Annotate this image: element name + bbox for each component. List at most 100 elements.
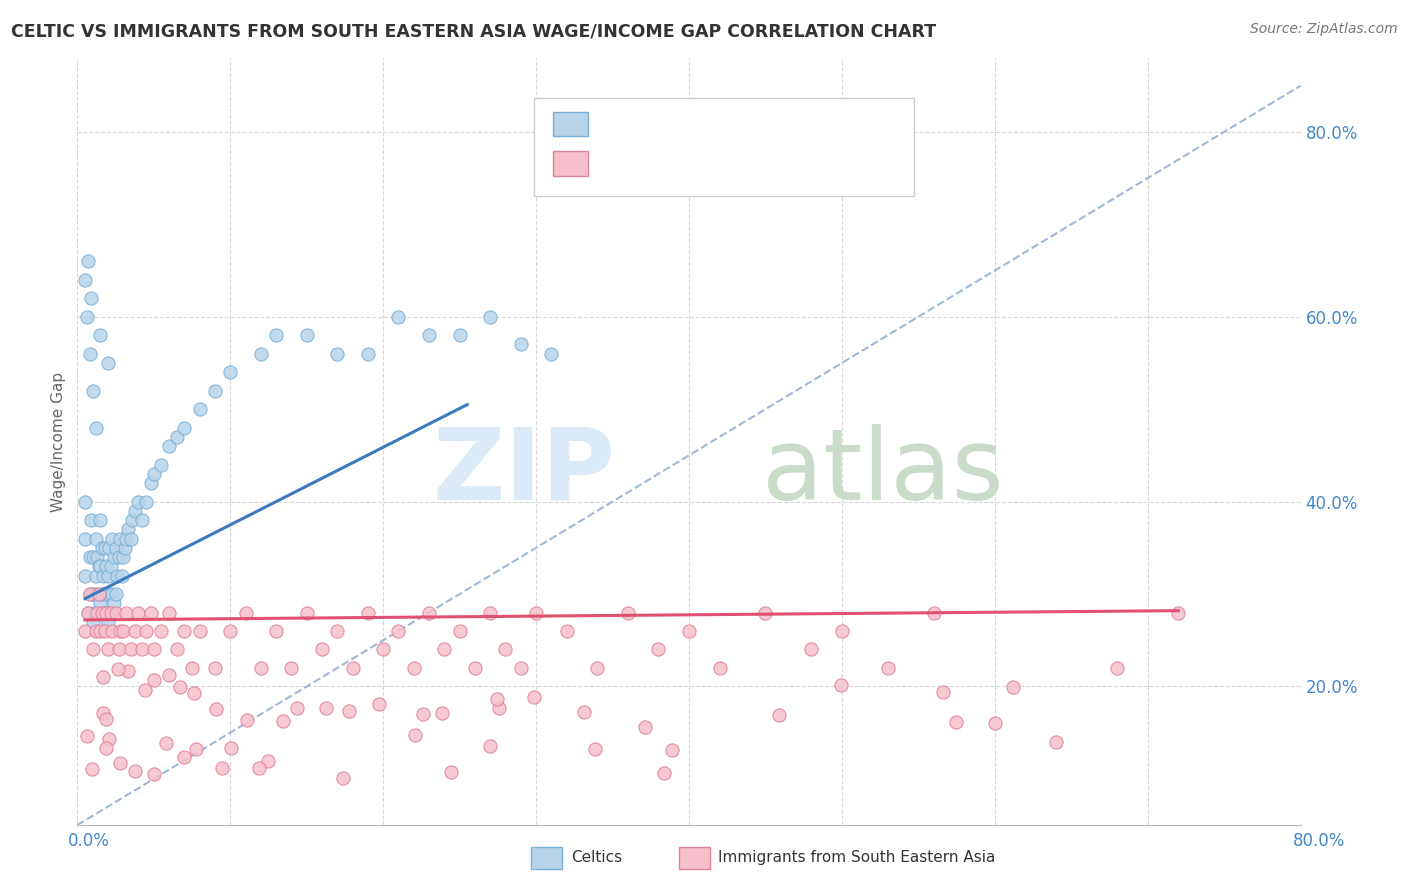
Point — [115, 532, 138, 546]
Point — [83, 606, 105, 620]
Point — [87, 606, 110, 620]
Point — [540, 347, 562, 361]
Point — [73, 532, 96, 546]
Point — [82, 642, 104, 657]
Point — [1107, 661, 1129, 675]
Point — [79, 347, 101, 361]
Point — [82, 587, 104, 601]
Point — [108, 756, 131, 771]
Point — [94, 587, 117, 601]
Point — [97, 642, 120, 657]
Point — [77, 606, 100, 620]
Point — [183, 686, 205, 700]
Point — [135, 624, 157, 638]
Point — [932, 685, 955, 699]
Point — [86, 606, 108, 620]
Point — [117, 665, 139, 679]
Point — [188, 402, 211, 417]
Point — [120, 532, 142, 546]
Point — [831, 624, 853, 638]
Point — [440, 765, 463, 780]
Point — [112, 624, 135, 638]
Point — [984, 716, 1007, 731]
Point — [82, 384, 104, 398]
Point — [91, 568, 114, 582]
Point — [945, 714, 967, 729]
Point — [509, 337, 531, 351]
Point — [342, 661, 364, 675]
Point — [219, 365, 242, 379]
Point — [315, 700, 337, 714]
Point — [257, 754, 280, 768]
Point — [583, 741, 606, 756]
Point — [124, 504, 146, 518]
Point — [173, 624, 195, 638]
Point — [94, 624, 117, 638]
Point — [89, 559, 111, 574]
Text: atlas: atlas — [762, 424, 1004, 521]
Point — [103, 596, 125, 610]
Point — [73, 494, 96, 508]
Point — [84, 568, 107, 582]
Point — [97, 356, 120, 370]
Point — [572, 705, 595, 719]
Point — [647, 642, 669, 657]
Point — [108, 532, 131, 546]
Point — [115, 606, 138, 620]
Point — [107, 642, 129, 657]
Point — [271, 714, 294, 729]
Point — [464, 661, 486, 675]
Point — [387, 310, 409, 324]
Point — [357, 606, 380, 620]
Point — [418, 328, 440, 343]
Point — [139, 476, 162, 491]
Point — [157, 439, 180, 453]
Point — [101, 587, 124, 601]
Point — [105, 568, 128, 582]
Point — [100, 606, 122, 620]
Point — [101, 624, 124, 638]
Point — [84, 532, 107, 546]
Text: CELTIC VS IMMIGRANTS FROM SOUTH EASTERN ASIA WAGE/INCOME GAP CORRELATION CHART: CELTIC VS IMMIGRANTS FROM SOUTH EASTERN … — [11, 22, 936, 40]
Point — [98, 541, 121, 555]
Text: Immigrants from South Eastern Asia: Immigrants from South Eastern Asia — [718, 850, 995, 864]
Point — [169, 680, 191, 694]
Point — [524, 606, 547, 620]
Point — [264, 328, 287, 343]
Point — [80, 762, 103, 776]
Point — [89, 624, 111, 638]
Point — [371, 642, 394, 657]
Point — [247, 761, 270, 775]
Point — [96, 606, 118, 620]
Point — [86, 587, 108, 601]
Point — [221, 741, 243, 756]
Point — [586, 661, 609, 675]
Point — [211, 761, 233, 775]
Point — [90, 541, 112, 555]
Point — [387, 624, 409, 638]
Point — [97, 568, 120, 582]
Text: 80.0%: 80.0% — [1292, 831, 1346, 849]
Point — [79, 587, 101, 601]
Point — [96, 559, 118, 574]
Point — [107, 550, 129, 565]
Point — [89, 328, 111, 343]
Point — [157, 606, 180, 620]
Point — [77, 606, 100, 620]
Point — [204, 661, 226, 675]
Text: R =  0.018   N = 69: R = 0.018 N = 69 — [598, 153, 773, 170]
Point — [188, 624, 211, 638]
Point — [326, 624, 349, 638]
Point — [121, 513, 143, 527]
Point — [280, 661, 302, 675]
Point — [142, 642, 165, 657]
Point — [104, 541, 127, 555]
Point — [127, 494, 149, 508]
Point — [127, 606, 149, 620]
Point — [114, 541, 136, 555]
Point — [186, 741, 208, 756]
Point — [120, 642, 142, 657]
Point — [236, 713, 259, 727]
Point — [295, 606, 318, 620]
Point — [82, 550, 104, 565]
